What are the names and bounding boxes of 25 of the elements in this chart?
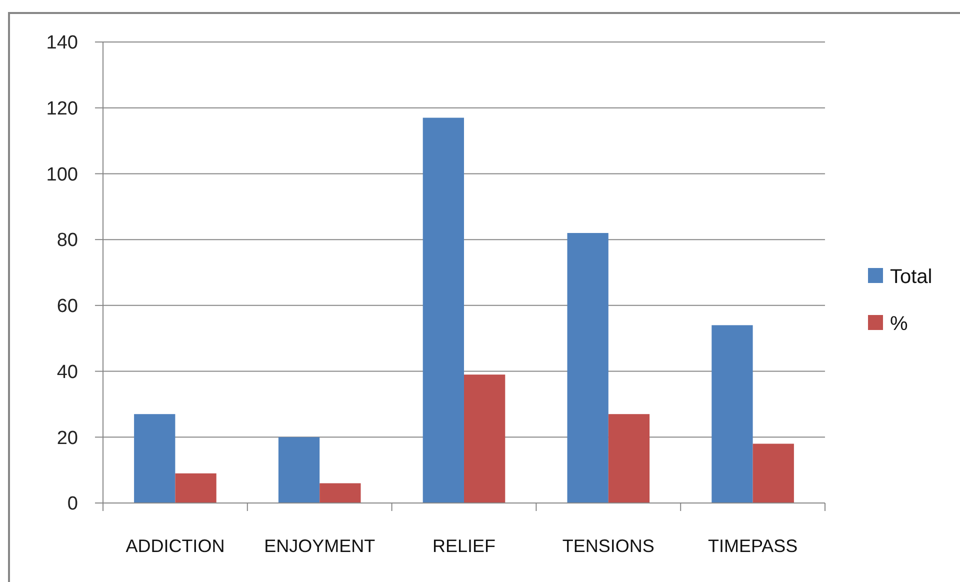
x-tick-label: TIMEPASS — [708, 536, 798, 556]
bar — [320, 483, 361, 503]
bar — [752, 444, 794, 503]
bar — [567, 232, 608, 503]
bar — [464, 374, 506, 503]
legend-label: Total — [890, 266, 932, 288]
bar — [712, 325, 753, 503]
legend-label: % — [890, 313, 908, 335]
bar — [134, 414, 176, 503]
y-tick-label: 20 — [56, 428, 78, 449]
bar — [278, 437, 320, 503]
x-tick-label: RELIEF — [432, 536, 496, 556]
x-tick-label: ENJOYMENT — [264, 536, 376, 556]
bar — [422, 118, 464, 503]
x-tick-label: ADDICTION — [126, 536, 225, 556]
y-tick-label: 100 — [46, 164, 78, 186]
y-tick-label: 80 — [56, 230, 78, 252]
x-tick-label: TENSIONS — [562, 536, 654, 556]
y-tick-label: 60 — [56, 296, 78, 318]
bar — [175, 473, 216, 503]
y-tick-label: 120 — [46, 98, 78, 120]
bar — [608, 414, 650, 503]
y-tick-label: 0 — [67, 494, 78, 515]
y-tick-label: 40 — [56, 362, 78, 383]
y-tick-label: 140 — [46, 32, 78, 54]
